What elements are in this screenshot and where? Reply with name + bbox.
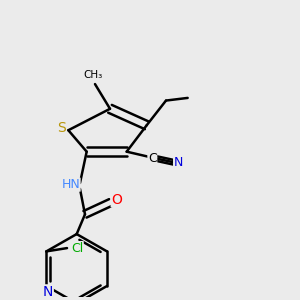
Text: N: N <box>174 156 183 169</box>
Text: S: S <box>57 121 65 135</box>
Text: C: C <box>148 152 157 165</box>
Text: HN: HN <box>61 178 80 191</box>
Text: N: N <box>43 285 53 299</box>
Text: Cl: Cl <box>71 242 83 255</box>
Text: O: O <box>111 193 122 207</box>
Text: CH₃: CH₃ <box>84 70 103 80</box>
